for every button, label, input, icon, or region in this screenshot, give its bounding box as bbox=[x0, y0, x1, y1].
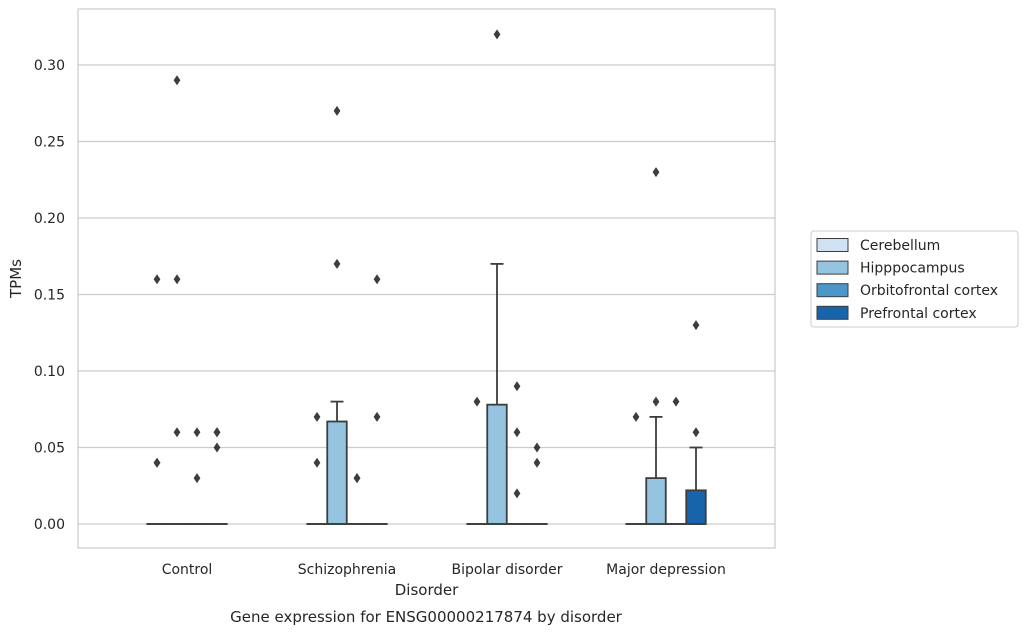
box-cerebellum bbox=[306, 411, 328, 525]
flier-point bbox=[513, 427, 521, 438]
x-tick-label: Major depression bbox=[606, 562, 726, 578]
box-orbitofrontal-cortex bbox=[506, 381, 528, 525]
flier-point bbox=[533, 457, 541, 468]
box-hipppocampus bbox=[645, 167, 667, 525]
flier-point bbox=[652, 396, 660, 407]
box-body bbox=[326, 420, 348, 525]
legend-frame bbox=[810, 230, 1019, 328]
box-hipppocampus bbox=[326, 105, 348, 525]
flier-point bbox=[353, 473, 361, 484]
y-tick-label: 0.00 bbox=[34, 517, 65, 533]
flier-point bbox=[173, 274, 181, 285]
legend-label: Hipppocampus bbox=[860, 261, 965, 277]
box-cerebellum bbox=[466, 396, 488, 525]
legend-swatch bbox=[816, 260, 849, 275]
legend-swatch bbox=[816, 238, 849, 252]
box-orbitofrontal-cortex bbox=[665, 396, 687, 525]
grid-layer bbox=[78, 64, 775, 525]
flier-point bbox=[692, 320, 700, 331]
flier-point bbox=[173, 427, 181, 438]
flier-point bbox=[153, 457, 161, 468]
legend-label: Cerebellum bbox=[860, 238, 940, 254]
flier-point bbox=[513, 488, 521, 499]
flier-point bbox=[173, 75, 181, 86]
y-tick-label: 0.30 bbox=[34, 58, 65, 74]
flier-point bbox=[493, 29, 501, 40]
box-prefrontal-cortex bbox=[366, 274, 388, 525]
box-hipppocampus bbox=[486, 29, 508, 525]
box-hipppocampus bbox=[166, 75, 188, 525]
x-tick-label: Control bbox=[162, 562, 213, 578]
box-orbitofrontal-cortex bbox=[186, 427, 208, 525]
flier-point bbox=[373, 274, 381, 285]
legend-items: Cerebellum Hipppocampus Orbitofrontal cort… bbox=[816, 238, 998, 322]
x-tick-label: Schizophrenia bbox=[298, 562, 396, 578]
y-tick-label: 0.20 bbox=[34, 211, 65, 227]
x-tick-label: Bipolar disorder bbox=[451, 562, 562, 578]
flier-point bbox=[473, 396, 481, 407]
flier-point bbox=[193, 427, 201, 438]
legend-swatch bbox=[816, 283, 849, 298]
x-tick-labels: Control Schizophrenia Bipolar disorder Majo… bbox=[162, 562, 726, 578]
flier-point bbox=[533, 442, 541, 453]
y-tick-label: 0.10 bbox=[34, 364, 65, 380]
y-axis-title: TPMs bbox=[7, 259, 25, 299]
flier-point bbox=[193, 473, 201, 484]
legend-swatch bbox=[816, 305, 849, 320]
flier-point bbox=[313, 457, 321, 468]
box-prefrontal-cortex bbox=[526, 442, 548, 525]
flier-point bbox=[333, 258, 341, 269]
flier-point bbox=[213, 442, 221, 453]
box-body bbox=[685, 489, 707, 525]
boxes-layer bbox=[146, 29, 707, 525]
flier-point bbox=[632, 411, 640, 422]
box-prefrontal-cortex bbox=[206, 427, 228, 525]
flier-point bbox=[652, 167, 660, 178]
flier-point bbox=[373, 411, 381, 422]
flier-point bbox=[153, 274, 161, 285]
box-cerebellum bbox=[146, 274, 168, 525]
flier-point bbox=[672, 396, 680, 407]
flier-point bbox=[313, 411, 321, 422]
x-axis-title: Disorder bbox=[395, 581, 459, 599]
chart-caption: Gene expression for ENSG00000217874 by d… bbox=[230, 608, 623, 626]
box-cerebellum bbox=[625, 411, 647, 525]
legend: Cerebellum Hipppocampus Orbitofrontal cort… bbox=[810, 230, 1019, 328]
legend-label: Prefrontal cortex bbox=[860, 306, 977, 322]
box-orbitofrontal-cortex bbox=[346, 473, 368, 525]
y-tick-label: 0.05 bbox=[34, 441, 65, 457]
y-tick-label: 0.15 bbox=[34, 288, 65, 304]
box-body bbox=[486, 403, 508, 525]
legend-label: Orbitofrontal cortex bbox=[860, 283, 998, 299]
flier-point bbox=[513, 381, 521, 392]
y-tick-labels: 0.00 0.05 0.10 0.15 0.20 0.25 0.30 bbox=[34, 58, 65, 533]
plot-frame bbox=[77, 8, 776, 549]
flier-point bbox=[213, 427, 221, 438]
flier-point bbox=[692, 427, 700, 438]
box-body bbox=[645, 477, 667, 525]
y-tick-label: 0.25 bbox=[34, 135, 65, 151]
box-prefrontal-cortex bbox=[685, 320, 707, 525]
flier-point bbox=[333, 105, 341, 116]
